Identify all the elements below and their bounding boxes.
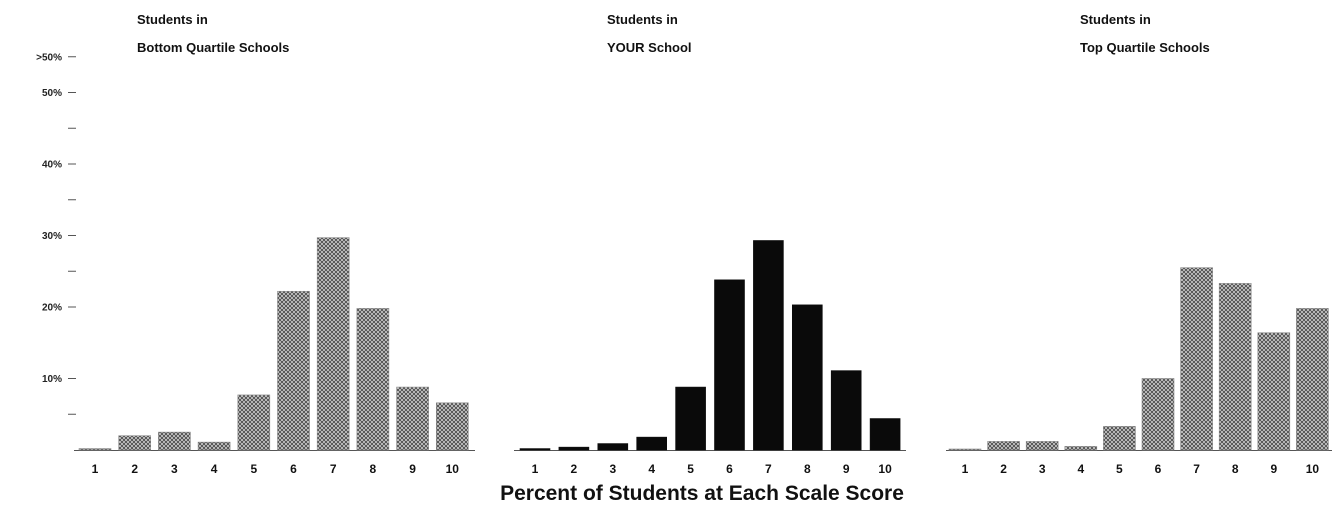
x-tick-label: 5 <box>687 462 694 476</box>
bar-score-5 <box>237 394 271 451</box>
bar-score-4 <box>1064 446 1098 451</box>
x-tick-label: 9 <box>1270 462 1277 476</box>
bar-score-2 <box>558 446 590 451</box>
bar-score-10 <box>435 402 469 451</box>
chart-panel-2: Students in YOUR School 1 2 3 4 5 6 7 8 9 10 <box>514 12 906 476</box>
bar-score-9 <box>1257 332 1291 451</box>
panel-title-line1: Students in <box>1080 12 1151 27</box>
panel-title-line2: Bottom Quartile Schools <box>137 40 289 55</box>
bar-score-8 <box>356 308 390 451</box>
bar-score-7 <box>753 240 784 451</box>
x-tick-label: 2 <box>1000 462 1007 476</box>
x-tick-label: 9 <box>843 462 850 476</box>
panel-title-line1: Students in <box>137 12 208 27</box>
panel-title-line1: Students in <box>607 12 678 27</box>
bar-score-3 <box>597 443 629 451</box>
x-tick-label: 1 <box>532 462 539 476</box>
x-tick-label: 4 <box>211 462 218 476</box>
x-tick-label: 1 <box>92 462 99 476</box>
bar-score-10 <box>869 418 901 451</box>
x-tick-label: 3 <box>1039 462 1046 476</box>
y-tick-label: >50% <box>36 52 62 63</box>
x-tick-label: 3 <box>609 462 616 476</box>
bar-score-6 <box>714 279 745 451</box>
x-tick-label: 8 <box>1232 462 1239 476</box>
chart-panel-3: Students in Top Quartile Schools 1 2 3 4 5 6 7 8 9… <box>946 12 1332 476</box>
bar-score-1 <box>948 448 982 451</box>
x-tick-label: 2 <box>571 462 578 476</box>
bar-score-6 <box>1141 378 1175 451</box>
bar-score-1 <box>78 448 112 451</box>
x-tick-label: 5 <box>250 462 257 476</box>
bar-score-3 <box>158 431 191 451</box>
bar-score-9 <box>830 370 862 451</box>
x-tick-label: 10 <box>446 462 460 476</box>
x-tick-label: 6 <box>290 462 297 476</box>
bar-score-2 <box>118 435 151 451</box>
panel-title-line2: YOUR School <box>607 40 692 55</box>
y-axis: >50% 50% 40% 30% 20% 10% <box>36 52 76 415</box>
bar-score-8 <box>1218 283 1252 451</box>
bar-score-3 <box>1025 441 1059 451</box>
bar-score-4 <box>636 436 668 451</box>
bar-score-7 <box>316 237 350 451</box>
bar-score-4 <box>197 441 231 451</box>
bar-score-6 <box>277 290 310 451</box>
chart-caption: Percent of Students at Each Scale Score <box>500 482 904 505</box>
bar-score-2 <box>987 441 1020 451</box>
x-tick-label: 6 <box>726 462 733 476</box>
x-tick-label: 7 <box>330 462 337 476</box>
panel-title-line2: Top Quartile Schools <box>1080 40 1210 55</box>
bar-score-5 <box>675 386 706 451</box>
x-tick-label: 8 <box>804 462 811 476</box>
chart-panels: Students in Bottom Quartile Schools 1 2 3 4 5 6… <box>74 12 1332 476</box>
chart-panel-1: Students in Bottom Quartile Schools 1 2 3 4 5 6… <box>74 12 475 476</box>
x-tick-label: 8 <box>370 462 377 476</box>
x-tick-label: 10 <box>1306 462 1320 476</box>
y-tick-label: 30% <box>42 231 62 242</box>
bar-score-8 <box>791 304 823 451</box>
x-tick-label: 7 <box>765 462 772 476</box>
bar-score-9 <box>396 386 429 451</box>
bar-score-10 <box>1296 308 1329 451</box>
y-tick-label: 40% <box>42 160 62 171</box>
x-tick-label: 4 <box>648 462 655 476</box>
bar-score-1 <box>519 448 551 451</box>
y-tick-label: 20% <box>42 303 62 314</box>
x-tick-label: 7 <box>1193 462 1200 476</box>
x-tick-label: 10 <box>878 462 892 476</box>
x-tick-label: 4 <box>1077 462 1084 476</box>
x-tick-label: 5 <box>1116 462 1123 476</box>
y-tick-label: 50% <box>42 88 62 99</box>
bar-score-5 <box>1103 426 1136 451</box>
x-tick-label: 6 <box>1155 462 1162 476</box>
x-tick-label: 1 <box>962 462 969 476</box>
x-tick-label: 3 <box>171 462 178 476</box>
y-tick-label: 10% <box>42 374 62 385</box>
x-tick-label: 2 <box>131 462 138 476</box>
bar-score-7 <box>1180 267 1213 451</box>
x-tick-label: 9 <box>409 462 416 476</box>
